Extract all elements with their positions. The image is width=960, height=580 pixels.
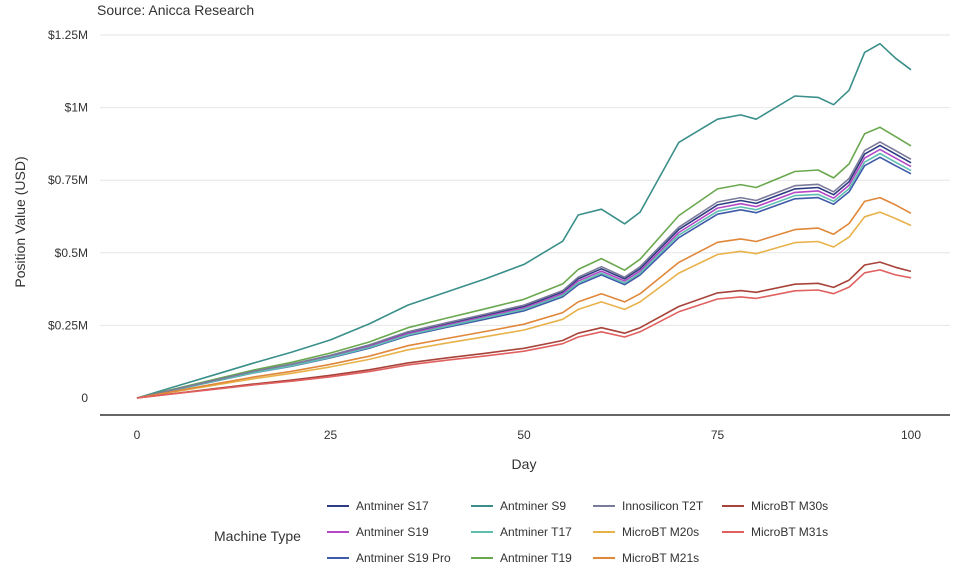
legend-item: Antminer T19 bbox=[471, 551, 572, 565]
grid-lines bbox=[100, 34, 950, 326]
x-tick-labels: 0 25 50 75 100 bbox=[134, 428, 922, 442]
series-line bbox=[136, 269, 912, 399]
legend-label: Antminer S9 bbox=[500, 499, 566, 513]
legend-item: MicroBT M30s bbox=[722, 499, 828, 513]
legend-label: Antminer S17 bbox=[356, 499, 429, 513]
y-tick-label: $0.25M bbox=[48, 318, 88, 332]
chart-subtitle: Source: Anicca Research bbox=[97, 2, 254, 18]
y-tick-label: $0.75M bbox=[48, 173, 88, 187]
y-tick-label: $1M bbox=[65, 101, 88, 115]
x-tick-label: 0 bbox=[134, 428, 141, 442]
series-line bbox=[136, 211, 912, 399]
legend-item: MicroBT M20s bbox=[593, 525, 699, 539]
series-line bbox=[136, 148, 912, 399]
legend: Antminer S17 Antminer S19 Antminer S19 Pro… bbox=[327, 499, 828, 565]
series-line bbox=[136, 141, 912, 399]
legend-label: MicroBT M20s bbox=[622, 525, 699, 539]
legend-item: MicroBT M21s bbox=[593, 551, 699, 565]
legend-label: MicroBT M30s bbox=[751, 499, 828, 513]
legend-label: MicroBT M21s bbox=[622, 551, 699, 565]
series-line bbox=[136, 261, 912, 399]
legend-label: Antminer S19 bbox=[356, 525, 429, 539]
legend-item: Antminer S17 bbox=[327, 499, 429, 513]
series-line bbox=[136, 126, 912, 399]
legend-title: Machine Type bbox=[214, 528, 301, 544]
legend-label: Innosilicon T2T bbox=[622, 499, 704, 513]
y-tick-label: $1.25M bbox=[48, 28, 88, 42]
y-axis-title: Position Value (USD) bbox=[12, 156, 28, 287]
y-tick-label: 0 bbox=[81, 391, 88, 405]
legend-item: MicroBT M31s bbox=[722, 525, 828, 539]
series-line bbox=[136, 156, 912, 399]
x-tick-label: 25 bbox=[324, 428, 338, 442]
legend-item: Antminer T17 bbox=[471, 525, 572, 539]
legend-item: Antminer S9 bbox=[471, 499, 566, 513]
series-line bbox=[136, 152, 912, 399]
series-line bbox=[136, 42, 912, 399]
series-line bbox=[136, 144, 912, 399]
x-tick-label: 75 bbox=[711, 428, 725, 442]
legend-label: Antminer T17 bbox=[500, 525, 572, 539]
legend-label: Antminer S19 Pro bbox=[356, 551, 451, 565]
x-axis-title: Day bbox=[512, 456, 537, 472]
legend-label: MicroBT M31s bbox=[751, 525, 828, 539]
series-lines bbox=[136, 42, 912, 399]
legend-item: Antminer S19 bbox=[327, 525, 429, 539]
legend-item: Antminer S19 Pro bbox=[327, 551, 451, 565]
legend-item: Innosilicon T2T bbox=[593, 499, 704, 513]
x-tick-label: 100 bbox=[901, 428, 921, 442]
legend-label: Antminer T19 bbox=[500, 551, 572, 565]
y-tick-label: $0.5M bbox=[55, 246, 88, 260]
series-line bbox=[136, 196, 912, 399]
y-tick-labels: 0 $0.25M $0.5M $0.75M $1M $1.25M bbox=[48, 28, 88, 405]
x-tick-label: 50 bbox=[517, 428, 531, 442]
